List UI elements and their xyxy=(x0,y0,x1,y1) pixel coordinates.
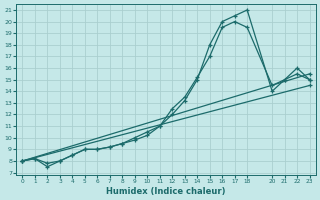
X-axis label: Humidex (Indice chaleur): Humidex (Indice chaleur) xyxy=(106,187,226,196)
